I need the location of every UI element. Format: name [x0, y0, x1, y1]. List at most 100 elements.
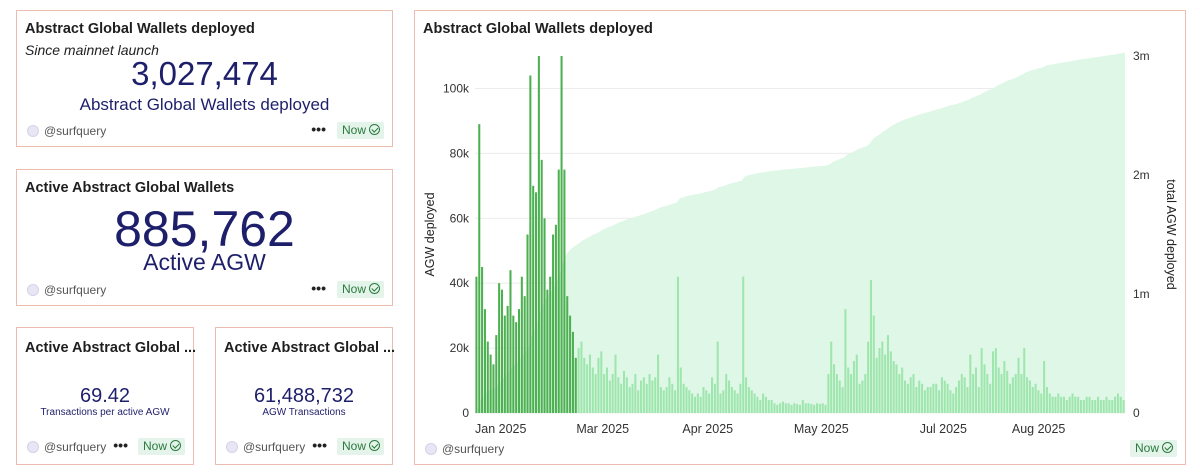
bar[interactable]	[512, 315, 515, 413]
bar[interactable]	[912, 374, 915, 413]
avatar[interactable]	[27, 441, 39, 453]
bar[interactable]	[872, 315, 875, 413]
bar[interactable]	[500, 289, 503, 413]
bar[interactable]	[960, 374, 963, 413]
status-badge[interactable]: Now	[336, 438, 384, 455]
bar[interactable]	[835, 374, 838, 413]
bar[interactable]	[889, 351, 892, 413]
bar[interactable]	[517, 309, 521, 413]
bar[interactable]	[671, 383, 674, 413]
bar[interactable]	[1045, 387, 1048, 413]
bar[interactable]	[560, 56, 563, 413]
bar[interactable]	[1003, 361, 1006, 413]
bar[interactable]	[770, 400, 773, 413]
bar[interactable]	[858, 383, 861, 413]
bar[interactable]	[991, 351, 995, 413]
bar[interactable]	[668, 377, 671, 413]
bar[interactable]	[1116, 393, 1119, 413]
bar[interactable]	[503, 315, 506, 413]
bar[interactable]	[526, 234, 529, 414]
bar[interactable]	[994, 348, 997, 413]
bar[interactable]	[969, 354, 972, 413]
bar[interactable]	[878, 348, 881, 413]
bar[interactable]	[807, 403, 810, 413]
bar[interactable]	[481, 266, 484, 413]
bar[interactable]	[1082, 400, 1085, 413]
bar[interactable]	[1017, 357, 1020, 413]
bar[interactable]	[923, 390, 926, 413]
bar[interactable]	[1074, 396, 1077, 413]
bar[interactable]	[1077, 396, 1080, 413]
bar[interactable]	[1057, 393, 1060, 413]
bar[interactable]	[631, 383, 634, 413]
bar[interactable]	[645, 383, 648, 413]
bar[interactable]	[898, 374, 901, 413]
bar[interactable]	[779, 403, 782, 413]
bar[interactable]	[1026, 377, 1029, 413]
bar[interactable]	[867, 341, 870, 413]
avatar[interactable]	[226, 441, 238, 453]
bar[interactable]	[932, 383, 935, 413]
bar[interactable]	[614, 354, 617, 413]
bar[interactable]	[665, 387, 668, 413]
bar[interactable]	[955, 387, 958, 413]
bar[interactable]	[640, 380, 643, 413]
bar[interactable]	[1111, 400, 1114, 413]
bar[interactable]	[861, 380, 864, 413]
bar[interactable]	[793, 403, 796, 413]
bar[interactable]	[1000, 374, 1003, 413]
bar[interactable]	[750, 390, 753, 413]
bar[interactable]	[986, 374, 989, 413]
bar[interactable]	[904, 380, 907, 413]
bar[interactable]	[478, 124, 481, 414]
more-options-button[interactable]: •••	[113, 437, 128, 453]
chart-svg[interactable]: 0 20k 40k 60k 80k 100k 0 1m 2m 3m Jan 2025 Mar 2025…	[415, 11, 1187, 466]
bar[interactable]	[929, 387, 932, 413]
bar[interactable]	[693, 396, 696, 413]
bar[interactable]	[543, 218, 546, 413]
bar[interactable]	[1114, 396, 1117, 413]
bar[interactable]	[594, 374, 597, 413]
bar[interactable]	[611, 374, 614, 413]
bar[interactable]	[605, 367, 609, 413]
bar[interactable]	[909, 377, 912, 413]
bar[interactable]	[574, 357, 577, 413]
bar[interactable]	[906, 383, 909, 413]
bar[interactable]	[702, 387, 705, 413]
more-options-button[interactable]: •••	[312, 437, 327, 453]
bar[interactable]	[1068, 396, 1071, 413]
bar[interactable]	[657, 354, 660, 413]
bar[interactable]	[537, 56, 540, 413]
bar[interactable]	[674, 390, 677, 413]
bar[interactable]	[523, 296, 526, 413]
bar[interactable]	[571, 331, 574, 413]
bar[interactable]	[648, 374, 651, 413]
bar[interactable]	[620, 383, 623, 413]
bar[interactable]	[617, 377, 620, 413]
bar[interactable]	[557, 169, 560, 413]
bar[interactable]	[776, 404, 779, 413]
bar[interactable]	[676, 276, 679, 413]
bar[interactable]	[552, 234, 555, 414]
bar[interactable]	[691, 393, 694, 413]
bar[interactable]	[824, 404, 827, 413]
bar[interactable]	[739, 383, 742, 413]
bar[interactable]	[682, 383, 685, 413]
bar[interactable]	[1071, 393, 1074, 413]
bar[interactable]	[855, 354, 858, 413]
bar[interactable]	[1028, 380, 1031, 413]
bar[interactable]	[767, 400, 770, 413]
bar[interactable]	[515, 322, 518, 413]
bar[interactable]	[483, 309, 486, 413]
bar[interactable]	[563, 169, 566, 413]
avatar[interactable]	[27, 284, 39, 296]
author-link[interactable]: @surfquery	[442, 442, 505, 456]
bar[interactable]	[940, 377, 943, 413]
bar[interactable]	[921, 383, 924, 413]
bar[interactable]	[926, 387, 929, 413]
status-badge[interactable]: Now	[137, 438, 185, 455]
bar[interactable]	[580, 341, 583, 413]
bar[interactable]	[716, 341, 719, 413]
bar[interactable]	[699, 396, 702, 413]
bar[interactable]	[1062, 396, 1065, 413]
